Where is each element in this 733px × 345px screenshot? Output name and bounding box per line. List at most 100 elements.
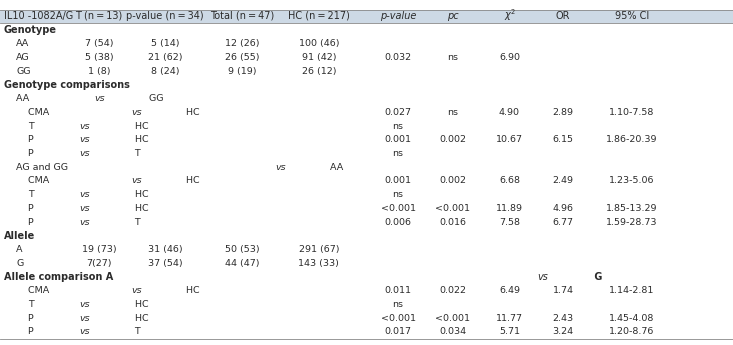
Text: p-value: p-value: [380, 11, 416, 20]
Text: 6.77: 6.77: [553, 218, 573, 227]
Text: T: T: [131, 327, 140, 336]
Text: GG: GG: [16, 67, 31, 76]
Text: ns: ns: [392, 121, 404, 130]
Text: P: P: [28, 327, 37, 336]
Text: OR: OR: [556, 11, 570, 20]
Text: P: P: [28, 149, 37, 158]
Text: 100 (46): 100 (46): [298, 39, 339, 48]
Text: vs: vs: [80, 300, 90, 309]
Text: T (n = 13): T (n = 13): [75, 11, 122, 20]
Text: 5 (14): 5 (14): [151, 39, 179, 48]
Text: $\it{χ}$$^2$: $\it{χ}$$^2$: [504, 8, 515, 23]
Text: AG and GG: AG and GG: [16, 163, 71, 172]
Text: <0.001: <0.001: [435, 314, 471, 323]
Text: P: P: [28, 135, 37, 144]
Text: HC: HC: [131, 135, 148, 144]
Text: 26 (12): 26 (12): [301, 67, 336, 76]
Text: 1.45-4.08: 1.45-4.08: [609, 314, 655, 323]
Text: 5 (38): 5 (38): [84, 53, 114, 62]
Text: 7 (54): 7 (54): [85, 39, 113, 48]
Text: P: P: [28, 204, 37, 213]
Text: 12 (26): 12 (26): [224, 39, 259, 48]
Text: 6.68: 6.68: [499, 176, 520, 186]
Text: 0.032: 0.032: [384, 53, 412, 62]
Text: 1.14-2.81: 1.14-2.81: [609, 286, 655, 295]
Text: Genotype comparisons: Genotype comparisons: [4, 80, 130, 90]
Text: CMA: CMA: [28, 108, 52, 117]
Text: vs: vs: [80, 327, 90, 336]
Text: 143 (33): 143 (33): [298, 259, 339, 268]
Text: 11.77: 11.77: [496, 314, 523, 323]
Text: AA: AA: [16, 94, 32, 103]
Text: 21 (62): 21 (62): [147, 53, 183, 62]
Text: 6.49: 6.49: [499, 286, 520, 295]
Text: 1.20-8.76: 1.20-8.76: [609, 327, 655, 336]
Text: p-value (n = 34): p-value (n = 34): [126, 11, 204, 20]
Text: HC: HC: [183, 286, 200, 295]
Text: 0.017: 0.017: [385, 327, 411, 336]
Text: 1.59-28.73: 1.59-28.73: [606, 218, 658, 227]
Text: A: A: [16, 245, 23, 254]
Text: T: T: [131, 149, 140, 158]
Text: vs: vs: [80, 314, 90, 323]
Text: 0.006: 0.006: [385, 218, 411, 227]
Text: Allele: Allele: [4, 231, 35, 241]
Text: 2.89: 2.89: [553, 108, 573, 117]
Text: 11.89: 11.89: [496, 204, 523, 213]
Text: 1.23-5.06: 1.23-5.06: [609, 176, 655, 186]
Text: vs: vs: [131, 108, 142, 117]
Text: 7(27): 7(27): [86, 259, 111, 268]
Text: <0.001: <0.001: [435, 204, 471, 213]
Text: ns: ns: [392, 300, 404, 309]
Text: 44 (47): 44 (47): [224, 259, 259, 268]
Text: 0.022: 0.022: [440, 286, 466, 295]
Text: T: T: [28, 190, 37, 199]
Text: ns: ns: [392, 190, 404, 199]
Text: HC (n = 217): HC (n = 217): [288, 11, 350, 20]
Text: 10.67: 10.67: [496, 135, 523, 144]
Text: vs: vs: [131, 176, 142, 186]
Text: HC: HC: [183, 108, 200, 117]
Text: ns: ns: [392, 149, 404, 158]
Text: vs: vs: [80, 218, 90, 227]
Text: 6.15: 6.15: [553, 135, 573, 144]
Text: <0.001: <0.001: [380, 314, 416, 323]
Text: T: T: [28, 121, 37, 130]
Text: 2.43: 2.43: [553, 314, 573, 323]
Text: 0.002: 0.002: [440, 135, 466, 144]
Text: 9 (19): 9 (19): [228, 67, 256, 76]
Text: 1.86-20.39: 1.86-20.39: [606, 135, 658, 144]
Text: AA: AA: [327, 163, 343, 172]
Text: 2.49: 2.49: [553, 176, 573, 186]
Text: GG: GG: [146, 94, 163, 103]
Text: 5.71: 5.71: [499, 327, 520, 336]
Text: 50 (53): 50 (53): [224, 245, 259, 254]
Text: 291 (67): 291 (67): [298, 245, 339, 254]
Text: IL10 -1082A/G: IL10 -1082A/G: [4, 11, 73, 20]
Text: 4.90: 4.90: [499, 108, 520, 117]
Text: AA: AA: [16, 39, 29, 48]
Text: 8 (24): 8 (24): [151, 67, 179, 76]
Text: G: G: [591, 272, 602, 282]
Text: HC: HC: [131, 204, 148, 213]
Text: vs: vs: [537, 272, 548, 282]
FancyBboxPatch shape: [0, 10, 733, 23]
Text: vs: vs: [276, 163, 286, 172]
Text: 7.58: 7.58: [499, 218, 520, 227]
Text: CMA: CMA: [28, 286, 52, 295]
Text: 1 (8): 1 (8): [88, 67, 110, 76]
Text: vs: vs: [80, 190, 90, 199]
Text: HC: HC: [183, 176, 200, 186]
Text: 0.001: 0.001: [385, 176, 411, 186]
Text: <0.001: <0.001: [380, 204, 416, 213]
Text: ns: ns: [447, 53, 459, 62]
Text: 26 (55): 26 (55): [224, 53, 259, 62]
Text: 0.016: 0.016: [440, 218, 466, 227]
Text: P: P: [28, 314, 37, 323]
Text: 6.90: 6.90: [499, 53, 520, 62]
Text: Allele comparison A: Allele comparison A: [4, 272, 117, 282]
Text: G: G: [16, 259, 23, 268]
Text: 0.011: 0.011: [385, 286, 411, 295]
Text: 19 (73): 19 (73): [81, 245, 117, 254]
Text: vs: vs: [80, 204, 90, 213]
